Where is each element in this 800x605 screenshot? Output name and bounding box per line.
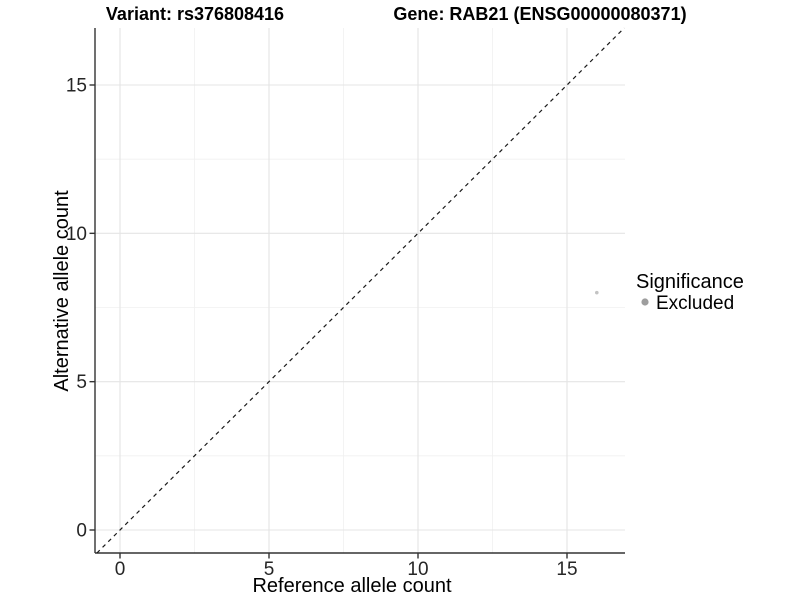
data-point bbox=[595, 290, 599, 295]
plot-title-gene: Gene: RAB21 (ENSG00000080371) bbox=[393, 4, 686, 24]
plot-title-variant: Variant: rs376808416 bbox=[106, 4, 284, 24]
x-tick-label: 5 bbox=[264, 559, 275, 580]
tick-layer: 0 5 10 15 0 5 10 15 bbox=[66, 76, 578, 581]
y-axis-label: Alternative allele count bbox=[51, 190, 73, 392]
legend-title: Significance bbox=[636, 271, 744, 293]
y-tick-label: 10 bbox=[66, 224, 87, 245]
grid-major-layer bbox=[95, 28, 625, 553]
x-tick-label: 10 bbox=[407, 559, 428, 580]
x-tick-label: 0 bbox=[115, 559, 126, 580]
legend-key-dot bbox=[641, 298, 649, 306]
y-tick-label: 0 bbox=[76, 521, 87, 542]
y-tick-label: 5 bbox=[76, 372, 87, 393]
legend: Significance Excluded bbox=[636, 271, 744, 314]
y-tick-label: 15 bbox=[66, 76, 87, 97]
legend-item-label: Excluded bbox=[656, 293, 734, 314]
axis-layer bbox=[94, 28, 625, 554]
x-tick-label: 15 bbox=[556, 559, 577, 580]
points-layer bbox=[595, 290, 599, 295]
x-axis-label: Reference allele count bbox=[252, 575, 451, 597]
grid-minor-layer bbox=[95, 28, 625, 553]
